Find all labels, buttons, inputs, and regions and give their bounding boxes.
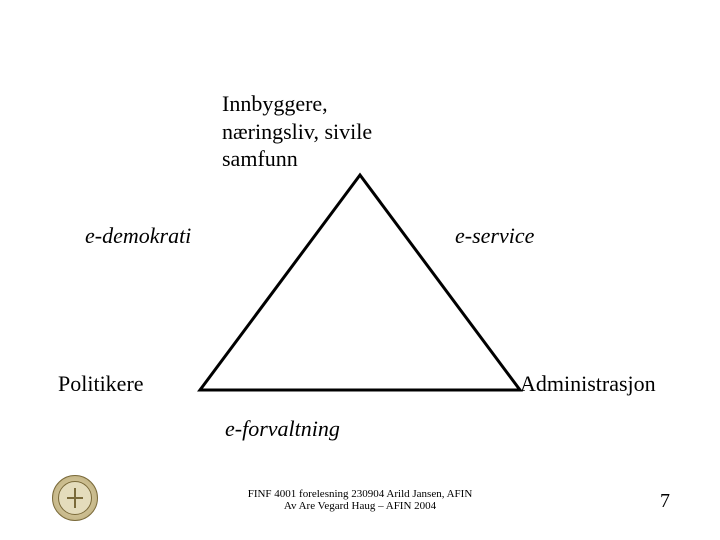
corner-label-bottom-right: Administrasjon [520,370,656,398]
footer-line1: FINF 4001 forelesning 230904 Arild Janse… [200,488,520,500]
apex-label-line1: Innbyggere, [222,90,372,118]
apex-label-line2: næringsliv, sivile [222,118,372,146]
corner-label-bottom-left: Politikere [58,370,144,398]
footer-text: FINF 4001 forelesning 230904 Arild Janse… [200,488,520,512]
side-label-right: e-service [455,222,534,250]
institution-seal-inner [58,481,92,515]
footer-line2: Av Are Vegard Haug – AFIN 2004 [200,500,520,512]
apex-label: Innbyggere, næringsliv, sivile samfunn [222,90,372,173]
triangle-shape [195,170,525,400]
side-label-left: e-demokrati [85,222,191,250]
slide: Innbyggere, næringsliv, sivile samfunn e… [0,0,720,540]
apex-label-line3: samfunn [222,145,372,173]
triangle-polygon [200,175,520,390]
page-number: 7 [660,490,670,513]
side-label-bottom: e-forvaltning [225,415,340,443]
institution-seal-icon [52,475,98,521]
